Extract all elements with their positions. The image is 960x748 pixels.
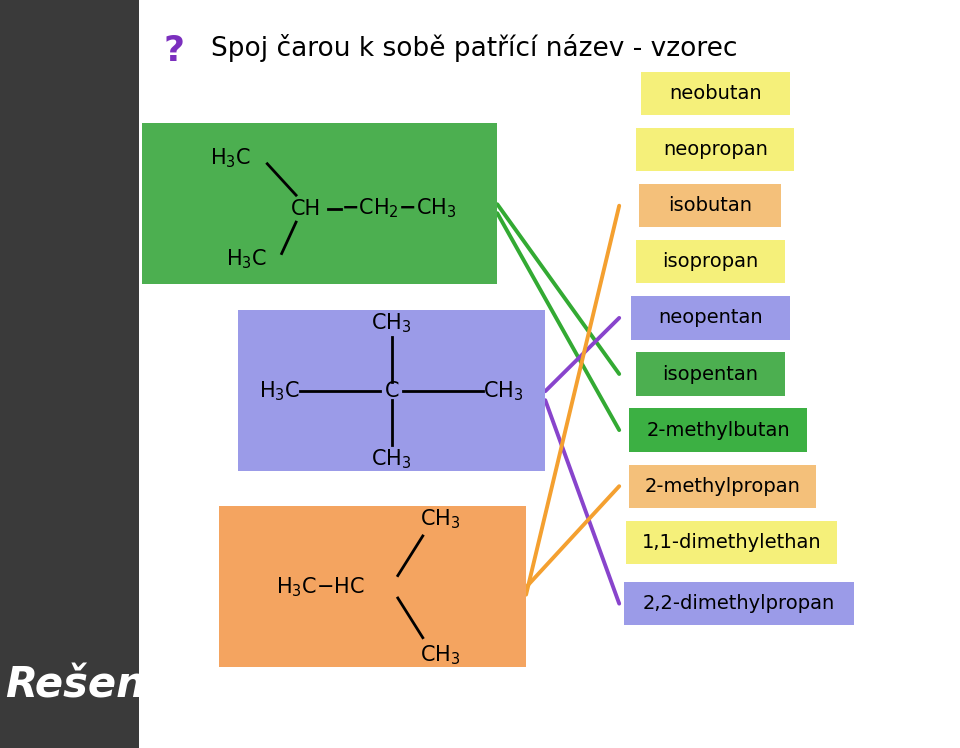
Text: 2,2-dimethylpropan: 2,2-dimethylpropan xyxy=(643,594,835,613)
Text: CH: CH xyxy=(291,199,322,218)
Text: ?: ? xyxy=(163,34,184,67)
Text: neobutan: neobutan xyxy=(669,84,761,103)
Text: C: C xyxy=(384,381,399,401)
Text: isobutan: isobutan xyxy=(668,196,753,215)
Text: isopropan: isopropan xyxy=(662,252,758,272)
Text: neopentan: neopentan xyxy=(659,308,762,328)
Text: $\mathbf{-}$CH$_2\mathbf{-}$CH$_3$: $\mathbf{-}$CH$_2\mathbf{-}$CH$_3$ xyxy=(341,197,457,221)
FancyBboxPatch shape xyxy=(630,408,806,452)
FancyBboxPatch shape xyxy=(238,310,545,471)
Text: CH$_3$: CH$_3$ xyxy=(420,643,461,666)
FancyBboxPatch shape xyxy=(139,0,960,748)
Text: 2-methylbutan: 2-methylbutan xyxy=(646,420,790,440)
FancyBboxPatch shape xyxy=(636,128,795,171)
Text: H$_3$C: H$_3$C xyxy=(226,248,267,272)
FancyBboxPatch shape xyxy=(0,0,139,748)
FancyBboxPatch shape xyxy=(639,184,781,227)
FancyBboxPatch shape xyxy=(630,465,816,508)
FancyBboxPatch shape xyxy=(624,582,854,625)
Text: CH$_3$: CH$_3$ xyxy=(420,507,461,531)
Text: H$_3$C: H$_3$C xyxy=(259,379,300,402)
FancyBboxPatch shape xyxy=(636,352,784,396)
Text: Rešení: Rešení xyxy=(5,665,159,707)
Text: 2-methylpropan: 2-methylpropan xyxy=(645,476,801,496)
FancyBboxPatch shape xyxy=(636,240,784,283)
FancyBboxPatch shape xyxy=(142,123,497,284)
Text: neopropan: neopropan xyxy=(662,140,768,159)
Text: isopentan: isopentan xyxy=(662,364,758,384)
Text: CH$_3$: CH$_3$ xyxy=(483,379,523,402)
FancyBboxPatch shape xyxy=(626,521,837,564)
FancyBboxPatch shape xyxy=(632,296,789,340)
Text: CH$_3$: CH$_3$ xyxy=(372,447,412,470)
Text: Spoj čarou k sobě patřící název - vzorec: Spoj čarou k sobě patřící název - vzorec xyxy=(211,34,737,61)
FancyBboxPatch shape xyxy=(641,72,789,115)
Text: H$_3$C$-$HC: H$_3$C$-$HC xyxy=(276,575,365,598)
Text: 1,1-dimethylethan: 1,1-dimethylethan xyxy=(641,533,822,552)
FancyBboxPatch shape xyxy=(219,506,526,667)
Text: H$_3$C: H$_3$C xyxy=(209,146,251,170)
Text: CH$_3$: CH$_3$ xyxy=(372,311,412,335)
